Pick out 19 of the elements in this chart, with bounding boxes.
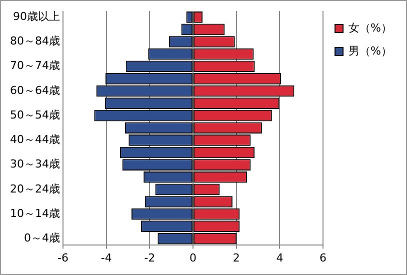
y-tick-label: 90歳以上 xyxy=(12,10,60,24)
x-tick-label: 2 xyxy=(232,251,240,264)
y-tick-label: 0～4歳 xyxy=(24,232,60,245)
x-tick-label: -4 xyxy=(100,251,112,264)
x-tick-label: -2 xyxy=(144,251,156,264)
legend-label: 男（%） xyxy=(348,44,392,58)
y-tick-label: 80～84歳 xyxy=(10,34,60,48)
x-tick-label: 4 xyxy=(276,251,284,264)
x-tick-label: 0 xyxy=(190,251,197,264)
y-tick-label: 70～74歳 xyxy=(10,59,60,72)
x-tick-label: 6 xyxy=(320,251,327,264)
legend-label: 女（%） xyxy=(348,21,392,34)
y-tick-label: 30～34歳 xyxy=(10,158,60,171)
x-tick-label: -6 xyxy=(58,251,68,264)
y-tick-label: 10～14歳 xyxy=(10,206,60,220)
y-tick-label: 60～64歳 xyxy=(10,84,60,97)
y-tick-label: 20～24歳 xyxy=(10,182,60,196)
y-tick-label: 40～44歳 xyxy=(10,133,60,146)
y-tick-label: 50～54歳 xyxy=(10,108,60,122)
